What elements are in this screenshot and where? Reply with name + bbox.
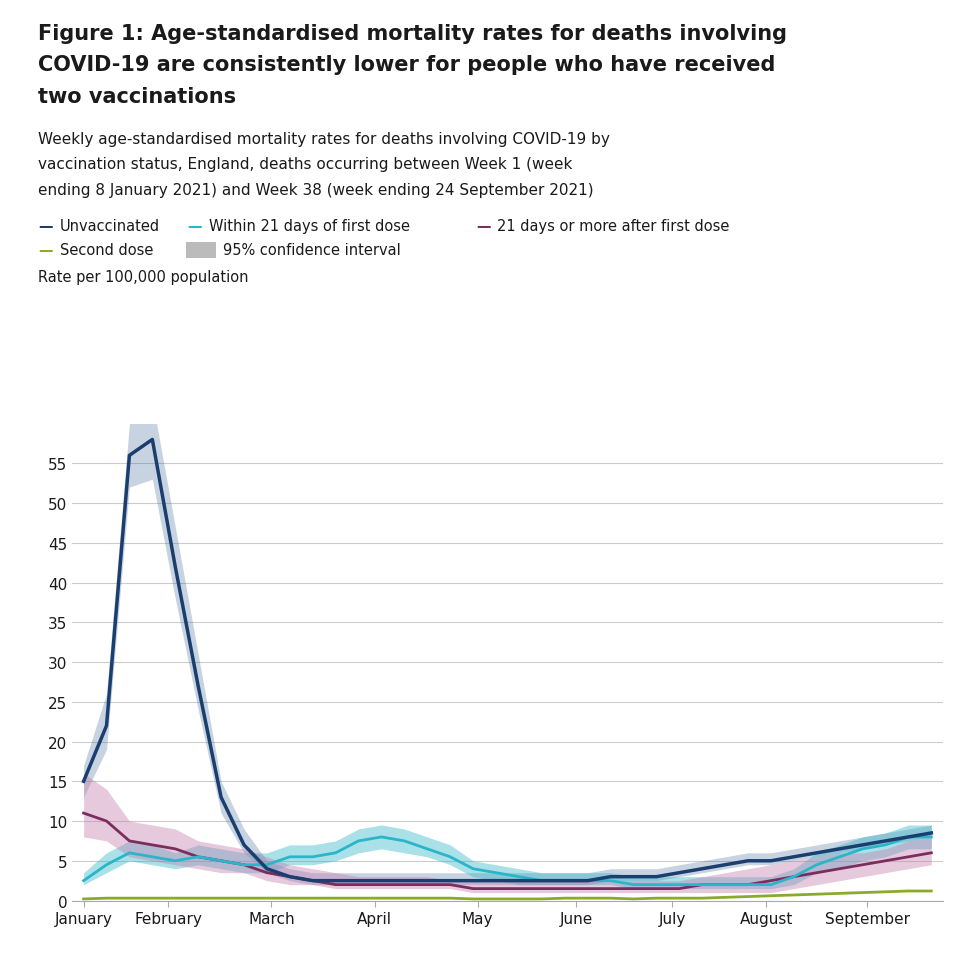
Text: —: —: [476, 219, 490, 234]
Text: —: —: [38, 243, 53, 258]
Text: Rate per 100,000 population: Rate per 100,000 population: [38, 270, 249, 285]
Text: 21 days or more after first dose: 21 days or more after first dose: [497, 219, 729, 234]
Text: Within 21 days of first dose: Within 21 days of first dose: [209, 219, 409, 234]
Text: two vaccinations: two vaccinations: [38, 87, 236, 107]
Text: Weekly age-standardised mortality rates for deaths involving COVID-19 by: Weekly age-standardised mortality rates …: [38, 132, 609, 147]
Text: COVID-19 are consistently lower for people who have received: COVID-19 are consistently lower for peop…: [38, 55, 776, 75]
Text: —: —: [38, 219, 53, 234]
Text: Unvaccinated: Unvaccinated: [60, 219, 160, 234]
Text: 95% confidence interval: 95% confidence interval: [223, 243, 401, 258]
Text: ending 8 January 2021) and Week 38 (week ending 24 September 2021): ending 8 January 2021) and Week 38 (week…: [38, 183, 594, 198]
Text: —: —: [187, 219, 202, 234]
Text: Second dose: Second dose: [60, 243, 153, 258]
Text: vaccination status, England, deaths occurring between Week 1 (week: vaccination status, England, deaths occu…: [38, 157, 572, 172]
Text: Figure 1: Age-standardised mortality rates for deaths involving: Figure 1: Age-standardised mortality rat…: [38, 24, 787, 44]
